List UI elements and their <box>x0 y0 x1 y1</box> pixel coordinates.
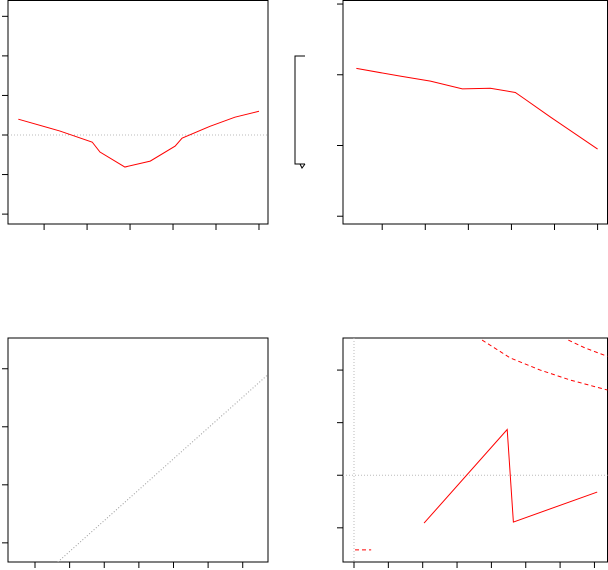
series-line <box>481 339 608 391</box>
series-line <box>18 110 260 168</box>
plot-frame <box>7 0 269 225</box>
bracket <box>294 55 306 169</box>
plot-frame <box>342 0 608 225</box>
bracket-line <box>294 55 306 169</box>
plot-frame <box>7 337 269 563</box>
series-line <box>356 67 598 150</box>
plot-frame <box>342 337 608 563</box>
series-line <box>568 339 608 357</box>
series-line <box>423 428 598 524</box>
series-line <box>57 374 268 562</box>
